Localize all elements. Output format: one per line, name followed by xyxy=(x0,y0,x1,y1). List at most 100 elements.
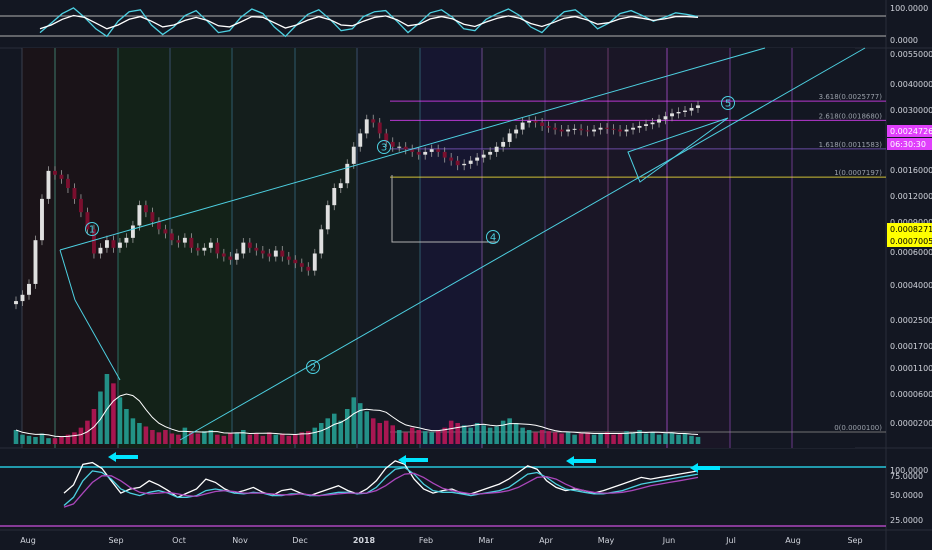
candle-body xyxy=(195,247,200,251)
candle-body xyxy=(442,151,447,158)
arrow-left-icon xyxy=(690,463,720,473)
volume-bar xyxy=(156,432,162,444)
candle-body xyxy=(501,141,506,147)
candle-body xyxy=(215,242,220,254)
trend-line xyxy=(59,249,76,301)
month-band xyxy=(295,48,357,448)
volume-bar xyxy=(559,433,564,444)
candle-body xyxy=(624,129,629,132)
candle-body xyxy=(91,229,96,254)
candle-body xyxy=(475,157,480,161)
wave-label-circle xyxy=(377,140,391,154)
candle-body xyxy=(254,247,259,251)
wave-label-circle xyxy=(306,360,320,374)
candle-body xyxy=(72,188,77,199)
volume-bar xyxy=(111,383,116,444)
volume-bar xyxy=(468,427,473,444)
candle-body xyxy=(377,122,382,134)
volume-bar xyxy=(85,420,90,444)
candle-body xyxy=(397,146,402,148)
volume-bar xyxy=(546,431,551,444)
candle-body xyxy=(572,128,577,130)
volume-bar xyxy=(461,425,467,444)
candle-body xyxy=(384,133,389,142)
arrow-left-icon xyxy=(108,452,138,462)
candle-body xyxy=(319,229,324,254)
candle-body xyxy=(66,178,70,189)
price-tag-box xyxy=(887,125,932,137)
candle-body xyxy=(670,113,674,117)
candle-body xyxy=(260,250,265,254)
candle-body xyxy=(234,253,239,260)
candle-body xyxy=(338,183,343,189)
candle-body xyxy=(351,146,356,164)
volume-bar xyxy=(520,427,525,444)
volume-bar xyxy=(306,431,311,444)
volume-bar xyxy=(293,434,298,444)
candle-body xyxy=(299,263,304,267)
volume-bar xyxy=(241,430,246,444)
candle-body xyxy=(312,253,317,271)
fib-anchor-line xyxy=(391,175,498,243)
candle-body xyxy=(637,125,642,128)
volume-bar xyxy=(481,425,486,444)
candle-body xyxy=(416,151,421,155)
candle-body xyxy=(468,160,473,164)
volume-bar xyxy=(637,430,642,444)
candle-body xyxy=(163,229,168,234)
candle-body xyxy=(436,149,441,152)
top-osc-tick-label: 0.0000 xyxy=(890,36,918,45)
candle-body xyxy=(403,146,408,150)
candle-body xyxy=(488,151,493,155)
candle-body xyxy=(202,247,207,251)
volume-bar xyxy=(507,418,512,444)
candle-body xyxy=(241,242,246,254)
volume-bar xyxy=(299,432,305,444)
candle-body xyxy=(150,212,155,222)
candle-body xyxy=(156,221,161,230)
wave-label-circle xyxy=(486,230,500,244)
volume-bar xyxy=(247,434,253,444)
price-tick-label: 0.0055000 xyxy=(890,50,932,59)
volume-bar xyxy=(682,433,688,444)
volume-bar xyxy=(319,423,324,444)
candle-body xyxy=(33,240,38,284)
bottom-osc-series-line xyxy=(63,472,699,508)
candle-body xyxy=(280,250,285,257)
volume-bar xyxy=(598,433,603,444)
volume-bar xyxy=(130,418,136,444)
candle-body xyxy=(605,127,610,129)
bottom-osc-tick-label: 25.0000 xyxy=(890,516,923,525)
volume-bar xyxy=(150,430,155,444)
wave-label: 4 xyxy=(490,233,496,244)
price-tick-label: 0.0030000 xyxy=(890,106,932,115)
volume-bar xyxy=(377,423,383,444)
candle-body xyxy=(410,149,415,152)
candle-body xyxy=(455,160,460,166)
volume-bar xyxy=(254,433,259,444)
month-band xyxy=(667,48,730,448)
volume-bar xyxy=(663,433,668,444)
time-tick-label: Oct xyxy=(172,536,186,545)
volume-bar xyxy=(202,431,207,444)
volume-bar xyxy=(533,432,538,444)
volume-bar xyxy=(33,437,38,444)
volume-bar xyxy=(221,435,227,444)
candle-body xyxy=(27,283,31,295)
candle-body xyxy=(124,237,129,243)
candle-body xyxy=(306,266,311,271)
volume-bar xyxy=(59,437,64,444)
volume-bar xyxy=(46,438,51,444)
candle-body xyxy=(520,122,525,130)
candle-body xyxy=(40,198,44,241)
volume-bar xyxy=(422,431,428,444)
price-tag-label: 0.0024726 xyxy=(890,127,932,136)
volume-bar xyxy=(98,391,103,444)
candle-body xyxy=(273,250,278,257)
candle-body xyxy=(176,240,181,243)
volume-bar xyxy=(643,433,649,444)
volume-bar xyxy=(344,409,350,444)
price-tick-label: 0.0000600 xyxy=(890,390,932,399)
candle-body xyxy=(358,133,363,147)
